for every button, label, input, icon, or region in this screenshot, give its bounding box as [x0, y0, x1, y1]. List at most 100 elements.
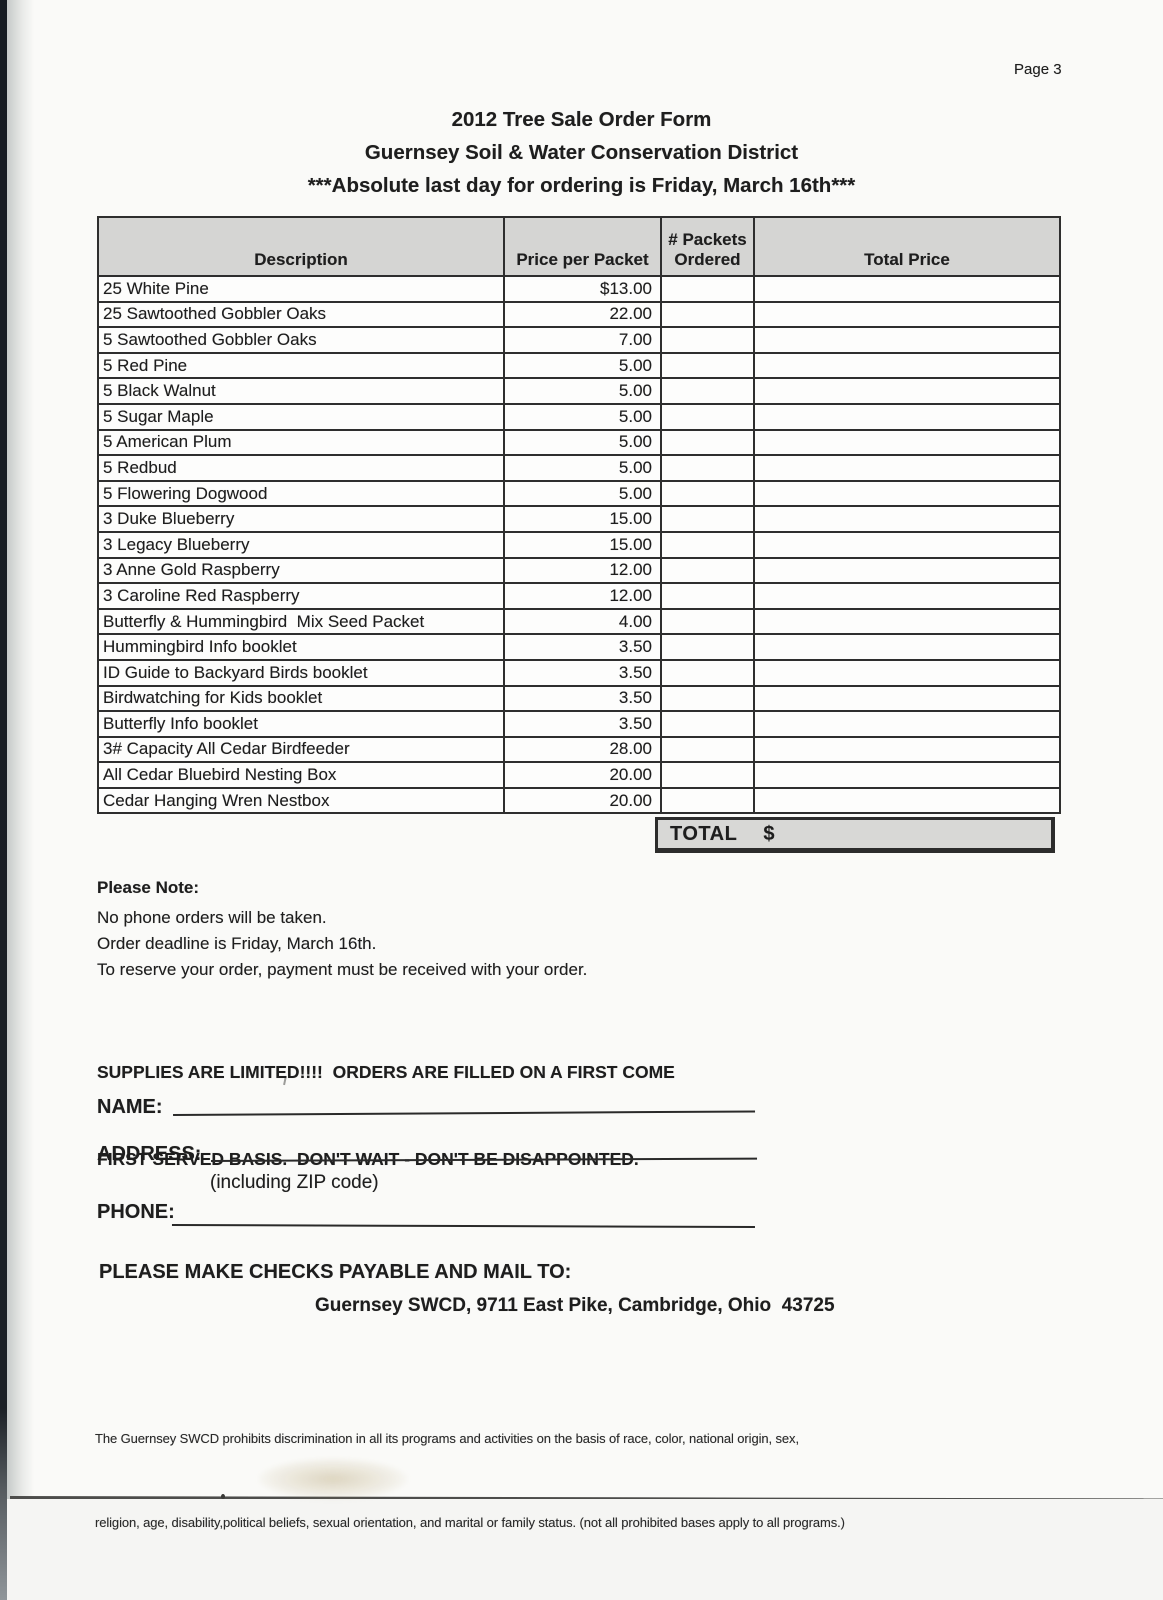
scan-smudge [258, 1458, 408, 1500]
packets-ordered-input-cell[interactable] [660, 761, 755, 789]
total-price-input-cell[interactable] [753, 658, 1061, 687]
scanner-background [7, 1499, 1163, 1600]
packets-ordered-input-cell[interactable] [660, 582, 755, 610]
table-row: Butterfly Info booklet 3.50 [97, 710, 1061, 738]
total-price-input-cell[interactable] [753, 454, 1061, 482]
page-number: Page 3 [1014, 61, 1062, 78]
scan-speck [221, 1494, 225, 1499]
packets-ordered-input-cell[interactable] [660, 530, 755, 559]
packets-ordered-input-cell[interactable] [660, 684, 755, 713]
packets-ordered-input-cell[interactable] [660, 556, 755, 585]
packets-ordered-input-cell[interactable] [660, 633, 755, 661]
item-description-cell: Hummingbird Info booklet [97, 633, 505, 661]
packets-ordered-input-cell[interactable] [660, 275, 755, 303]
packets-ordered-input-cell[interactable] [660, 454, 755, 482]
packets-ordered-input-cell[interactable] [660, 479, 755, 508]
item-price-cell: 3.50 [503, 658, 662, 687]
total-price-input-cell[interactable] [753, 402, 1061, 431]
item-description-cell: 5 Sawtoothed Gobbler Oaks [97, 326, 505, 354]
note-line: No phone orders will be taken. [97, 908, 327, 927]
payee-mailing-address: Guernsey SWCD, 9711 East Pike, Cambridge… [315, 1295, 835, 1316]
note-line: To reserve your order, payment must be r… [97, 960, 588, 979]
packets-ordered-input-cell[interactable] [660, 351, 755, 380]
table-row: 3 Caroline Red Raspberry 12.00 [97, 582, 1061, 610]
item-price-cell: 5.00 [503, 454, 662, 482]
form-title: 2012 Tree Sale Order Form [451, 108, 712, 131]
order-table-body: 25 White Pine $13.00 25 Sawtoothed Gobbler… [97, 275, 1061, 815]
item-description-cell: 5 Black Walnut [97, 377, 505, 405]
total-label: TOTAL [670, 822, 738, 845]
total-price-input-cell[interactable] [753, 633, 1061, 661]
total-price-input-cell[interactable] [753, 735, 1061, 764]
packets-ordered-input-cell[interactable] [660, 658, 755, 687]
total-price-input-cell[interactable] [753, 710, 1061, 738]
table-row: Butterfly & Hummingbird Mix Seed Packet 4… [97, 607, 1061, 636]
total-price-input-cell[interactable] [753, 761, 1061, 789]
checks-payable-instruction: PLEASE MAKE CHECKS PAYABLE AND MAIL TO: [99, 1261, 572, 1283]
total-price-input-cell[interactable] [753, 351, 1061, 380]
total-price-input-cell[interactable] [753, 479, 1061, 508]
table-row: Hummingbird Info booklet 3.50 [97, 633, 1061, 661]
total-price-input-cell[interactable] [753, 582, 1061, 610]
nondiscrimination-disclaimer: The Guernsey SWCD prohibits discriminati… [95, 1431, 845, 1530]
table-row: 25 Sawtoothed Gobbler Oaks 22.00 [97, 300, 1061, 329]
item-price-cell: 5.00 [503, 428, 662, 457]
name-label: NAME: [97, 1096, 163, 1118]
packets-ordered-input-cell[interactable] [660, 607, 755, 636]
item-price-cell: 15.00 [503, 505, 662, 533]
item-price-cell: 12.00 [503, 556, 662, 585]
note-line: Order deadline is Friday, March 16th. [97, 934, 377, 953]
item-description-cell: 25 White Pine [97, 275, 505, 303]
packets-ordered-input-cell[interactable] [660, 326, 755, 354]
packets-ordered-input-cell[interactable] [660, 377, 755, 405]
table-row: Cedar Hanging Wren Nestbox 20.00 [97, 786, 1061, 815]
please-note-heading: Please Note: [97, 878, 200, 897]
phone-input-line[interactable] [171, 1208, 756, 1229]
packets-ordered-input-cell[interactable] [660, 710, 755, 738]
packets-ordered-input-cell[interactable] [660, 428, 755, 457]
total-price-input-cell[interactable] [753, 530, 1061, 559]
total-price-input-cell[interactable] [753, 377, 1061, 405]
packets-ordered-input-cell[interactable] [660, 505, 755, 533]
total-currency-sign: $ [763, 822, 775, 845]
packets-ordered-input-cell[interactable] [660, 735, 755, 764]
scanner-edge-strip [0, 0, 7, 1600]
total-row: TOTAL $ [655, 817, 1055, 853]
address-input-line[interactable] [210, 1141, 758, 1162]
total-price-input-cell[interactable] [753, 275, 1061, 303]
order-table: Description Price per Packet # Packets O… [97, 216, 1061, 815]
item-price-cell: 20.00 [503, 786, 662, 815]
item-description-cell: Butterfly & Hummingbird Mix Seed Packet [97, 607, 505, 636]
col-header-price-per-packet: Price per Packet [503, 216, 662, 277]
total-price-input-cell[interactable] [753, 607, 1061, 636]
table-row: 3 Anne Gold Raspberry 12.00 [97, 556, 1061, 585]
total-price-input-cell[interactable] [753, 786, 1061, 815]
packets-ordered-input-cell[interactable] [660, 300, 755, 329]
total-price-input-cell[interactable] [753, 300, 1061, 329]
table-row: All Cedar Bluebird Nesting Box 20.00 [97, 761, 1061, 789]
table-row: 3 Legacy Blueberry 15.00 [97, 530, 1061, 559]
total-price-input-cell[interactable] [753, 326, 1061, 354]
total-value-field[interactable] [775, 820, 1051, 848]
item-price-cell: 5.00 [503, 377, 662, 405]
packets-ordered-input-cell[interactable] [660, 402, 755, 431]
item-description-cell: 3# Capacity All Cedar Birdfeeder [97, 735, 505, 764]
item-price-cell: 28.00 [503, 735, 662, 764]
item-description-cell: 5 Red Pine [97, 351, 505, 380]
item-price-cell: 5.00 [503, 402, 662, 431]
item-price-cell: 12.00 [503, 582, 662, 610]
col-header-total-price: Total Price [753, 216, 1061, 277]
item-price-cell: 5.00 [503, 479, 662, 508]
total-price-input-cell[interactable] [753, 505, 1061, 533]
name-input-line[interactable] [172, 1094, 756, 1116]
form-header: 2012 Tree Sale Order Form Guernsey Soil … [0, 103, 1163, 202]
item-price-cell: 3.50 [503, 710, 662, 738]
packets-ordered-input-cell[interactable] [660, 786, 755, 815]
total-price-input-cell[interactable] [753, 556, 1061, 585]
table-header-row: Description Price per Packet # Packets O… [97, 216, 1061, 277]
total-price-input-cell[interactable] [753, 428, 1061, 457]
item-description-cell: ID Guide to Backyard Birds booklet [97, 658, 505, 687]
total-price-input-cell[interactable] [753, 684, 1061, 713]
item-description-cell: 5 Flowering Dogwood [97, 479, 505, 508]
